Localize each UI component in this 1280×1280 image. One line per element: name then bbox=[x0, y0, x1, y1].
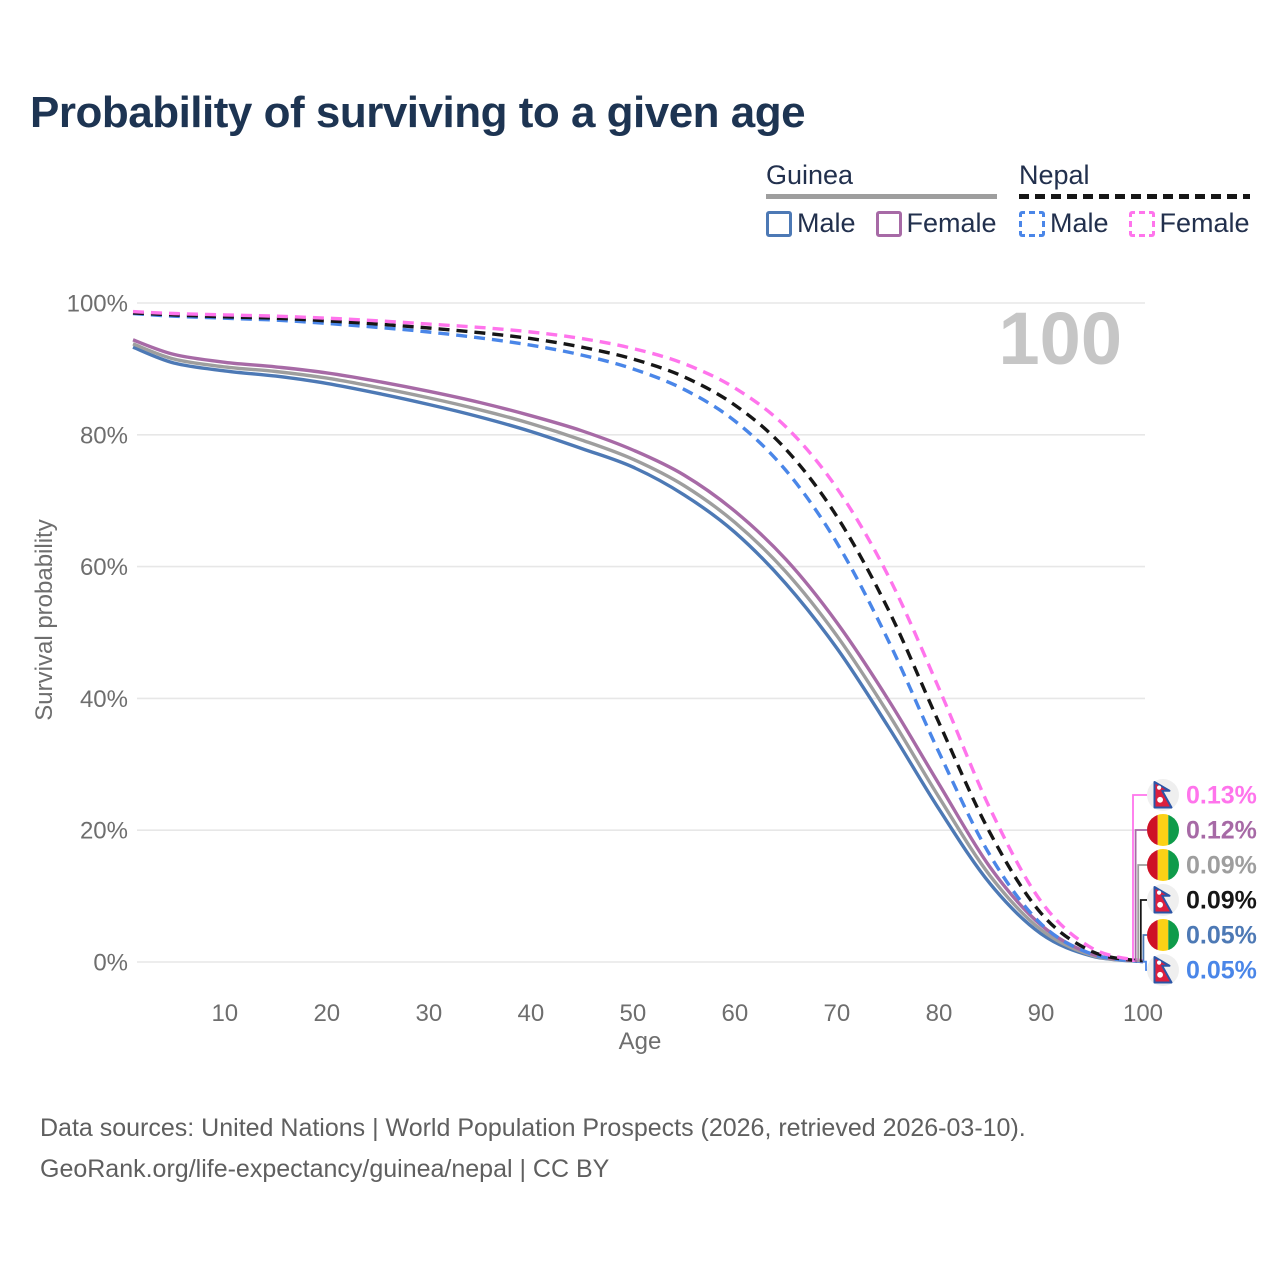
series-line-nepal-female[interactable] bbox=[132, 309, 1144, 963]
guinea-flag-icon bbox=[1147, 919, 1179, 951]
legend-group-nepal: Nepal Male Female bbox=[1019, 160, 1250, 239]
series-end-value: 0.09% bbox=[1186, 852, 1257, 880]
y-gridlines: 0% 20% 40% 60% 80% 100% bbox=[67, 291, 1145, 977]
series-end-value: 0.13% bbox=[1186, 782, 1257, 810]
x-tick-label: 20 bbox=[313, 1000, 340, 1027]
legend-item-guinea-male[interactable]: Male bbox=[766, 208, 856, 239]
series-line-guinea-female[interactable] bbox=[132, 338, 1144, 963]
series-end-value: 0.09% bbox=[1186, 887, 1257, 915]
nepal-flag-icon bbox=[1147, 884, 1179, 916]
nepal-flag-icon bbox=[1147, 954, 1179, 986]
nepal-female-swatch-icon bbox=[1128, 210, 1155, 237]
guinea-flag-icon bbox=[1147, 814, 1179, 846]
series-end-labels: 0.13% 0.12% 0.09% 0.09% 0.05% 0.05% bbox=[1132, 779, 1257, 986]
legend-label: Female bbox=[906, 208, 997, 238]
series-line-guinea-male[interactable] bbox=[132, 345, 1144, 964]
y-tick-label: 80% bbox=[80, 422, 128, 449]
x-tick-label: 40 bbox=[518, 1000, 545, 1027]
x-tick-label: 70 bbox=[824, 1000, 851, 1027]
guinea-flag-icon bbox=[1147, 849, 1179, 881]
legend-item-nepal-female[interactable]: Female bbox=[1128, 208, 1250, 239]
series-line-nepal-male[interactable] bbox=[132, 311, 1144, 964]
legend-nepal-title: Nepal bbox=[1019, 160, 1090, 190]
end-label-connector bbox=[1139, 899, 1147, 963]
series-line-guinea[interactable] bbox=[132, 342, 1144, 964]
x-tick-labels: 10 20 30 40 50 60 70 80 90 100 bbox=[211, 1000, 1163, 1027]
legend-item-nepal-male[interactable]: Male bbox=[1019, 208, 1109, 239]
legend-item-guinea-female[interactable]: Female bbox=[875, 208, 997, 239]
legend-guinea-line-swatch bbox=[766, 194, 997, 199]
y-tick-label: 100% bbox=[67, 291, 128, 318]
series-end-value: 0.05% bbox=[1186, 957, 1257, 985]
footer-note: Data sources: United Nations | World Pop… bbox=[40, 1108, 1026, 1190]
x-tick-label: 90 bbox=[1028, 1000, 1055, 1027]
series-line-nepal[interactable] bbox=[132, 311, 1144, 964]
legend-nepal-line-swatch bbox=[1019, 194, 1250, 199]
guinea-female-swatch-icon bbox=[875, 210, 902, 237]
guinea-male-swatch-icon bbox=[766, 210, 792, 237]
nepal-flag-icon bbox=[1147, 779, 1179, 811]
y-axis-title: Survival probability bbox=[31, 519, 58, 721]
attribution-line: GeoRank.org/life-expectancy/guinea/nepal… bbox=[40, 1155, 610, 1183]
y-tick-label: 0% bbox=[93, 950, 128, 977]
legend-group-guinea: Guinea Male Female bbox=[766, 160, 997, 239]
x-tick-label: 100 bbox=[1123, 1000, 1163, 1027]
legend-label: Female bbox=[1159, 208, 1250, 238]
legend-label: Male bbox=[1050, 208, 1109, 238]
series-end-value: 0.05% bbox=[1186, 922, 1257, 950]
watermark-100: 100 bbox=[999, 297, 1122, 380]
x-axis-title: Age bbox=[618, 1028, 662, 1055]
y-tick-label: 40% bbox=[80, 686, 128, 713]
nepal-male-swatch-icon bbox=[1019, 210, 1045, 237]
y-tick-label: 60% bbox=[80, 554, 128, 581]
legend-guinea-title: Guinea bbox=[766, 160, 854, 190]
series-lines bbox=[132, 309, 1144, 964]
x-tick-label: 50 bbox=[620, 1000, 647, 1027]
end-label-connector bbox=[1143, 960, 1147, 971]
data-sources-line: Data sources: United Nations | World Pop… bbox=[40, 1114, 1026, 1142]
series-end-value: 0.12% bbox=[1186, 817, 1257, 845]
end-label-connector bbox=[1142, 934, 1147, 963]
x-tick-label: 80 bbox=[926, 1000, 953, 1027]
legend-label: Male bbox=[797, 208, 856, 238]
y-tick-label: 20% bbox=[80, 818, 128, 845]
x-tick-label: 10 bbox=[211, 1000, 238, 1027]
x-tick-label: 60 bbox=[722, 1000, 749, 1027]
page-title: Probability of surviving to a given age bbox=[30, 88, 806, 137]
x-tick-label: 30 bbox=[416, 1000, 443, 1027]
